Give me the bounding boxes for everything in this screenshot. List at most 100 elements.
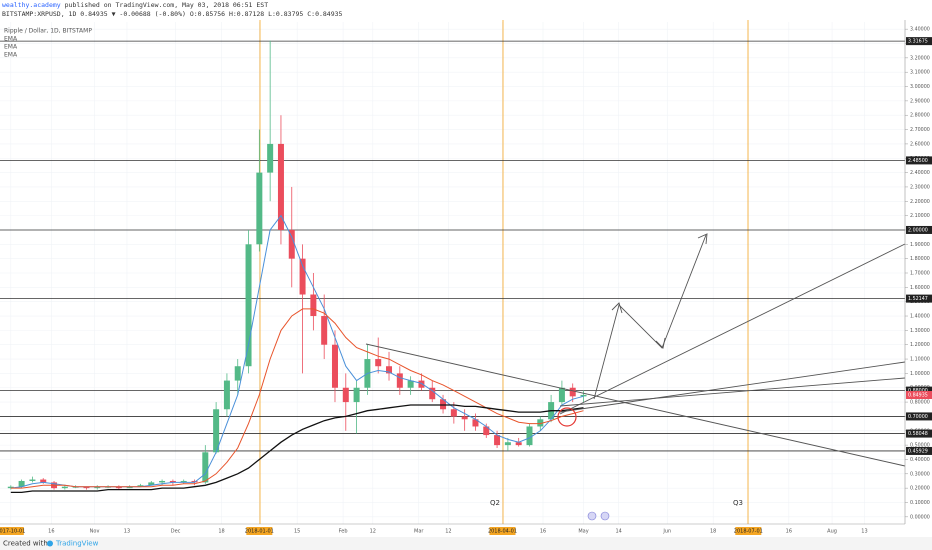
candle-body	[331, 344, 338, 388]
axes: 0.00000 0.10000 0.20000 0.30000 0.40000 0.500…	[0, 27, 932, 535]
projection-arrow	[593, 234, 707, 400]
ema-line	[10, 308, 584, 489]
candle-body	[537, 419, 544, 427]
candle-body	[321, 316, 328, 345]
x-tick-highlight	[246, 527, 273, 535]
candle-body	[234, 366, 241, 381]
y-tick-label: 0.50000	[910, 443, 930, 449]
trend-line	[559, 243, 906, 415]
candle-body	[407, 380, 414, 388]
drawings	[365, 233, 906, 467]
y-tick-label: 2.20000	[910, 199, 930, 205]
y-tick-label: 2.40000	[910, 170, 930, 176]
candle-body	[450, 409, 457, 417]
y-tick-label: 1.30000	[910, 328, 930, 334]
candle-body	[580, 394, 587, 397]
last-price-label: 0.84935	[908, 393, 928, 399]
candle-body	[256, 172, 263, 245]
legend-title: Ripple / Dollar, 1D, BITSTAMP	[4, 28, 92, 35]
y-tick-label: 1.70000	[910, 271, 930, 277]
candle-body	[504, 442, 511, 446]
candle-body	[267, 143, 274, 173]
y-tick-label: 0.80000	[910, 400, 930, 406]
annotation: Q2	[490, 499, 500, 507]
y-tick-label: 3.20000	[910, 55, 930, 61]
candle-body	[148, 482, 155, 486]
y-tick-label: 2.60000	[910, 141, 930, 147]
y-tick-label: 0.20000	[910, 486, 930, 492]
y-tick-label: 3.10000	[910, 70, 930, 76]
y-tick-label: 2.30000	[910, 184, 930, 190]
candle-body	[115, 486, 122, 489]
candle-body	[277, 143, 284, 230]
candle-body	[472, 419, 479, 427]
x-tick-label: 2018-04-01	[488, 529, 517, 535]
x-tick-label: 2018-07-01	[734, 529, 763, 535]
x-tick-label: 15	[294, 529, 300, 535]
x-tick-label: Dec	[171, 529, 181, 535]
candle-body	[202, 452, 209, 483]
candle-body	[7, 486, 14, 489]
candle-body	[375, 359, 382, 367]
candle-body	[83, 486, 90, 489]
legend-entry: EMA	[4, 52, 18, 59]
y-tick-label: 2.80000	[910, 113, 930, 119]
x-tick-label: 12	[445, 529, 451, 535]
y-tick-label: 1.00000	[910, 371, 930, 377]
candle-body	[396, 373, 403, 388]
candle-body	[126, 486, 133, 489]
candle-body	[245, 244, 252, 367]
x-tick-highlight	[735, 527, 762, 535]
x-tick-label: 16	[786, 529, 792, 535]
y-tick-label: 1.80000	[910, 256, 930, 262]
x-tick-label: Mar	[414, 529, 424, 535]
last-price-box	[906, 391, 932, 400]
x-tick-label: Jun	[662, 529, 671, 535]
candle-body	[191, 480, 198, 483]
x-tick-label: 18	[710, 529, 716, 535]
price-label-box	[906, 446, 932, 455]
price-label-box	[906, 412, 932, 421]
price-label-box	[906, 294, 932, 303]
price-label-box	[906, 429, 932, 438]
legend-entry: EMA	[4, 44, 18, 51]
symbol-info: BITSTAMP:XRPUSD, 1D 0.84935 ▼ -0.00688 (…	[2, 10, 343, 18]
y-tick-label: 2.70000	[910, 127, 930, 133]
y-tick-label: 1.90000	[910, 242, 930, 248]
x-tick-label: Nov	[90, 529, 100, 535]
y-tick-label: 1.10000	[910, 357, 930, 363]
y-tick-label: 1.40000	[910, 314, 930, 320]
x-tick-label: 14	[615, 529, 621, 535]
arrow-head	[655, 337, 666, 349]
event-icon[interactable]	[587, 511, 597, 521]
brand-logo	[47, 540, 53, 547]
trend-line	[559, 377, 906, 407]
x-tick-label: 18	[218, 529, 224, 535]
x-tick-label: 2017-10-01	[0, 529, 25, 535]
y-tick-label: 1.20000	[910, 342, 930, 348]
author[interactable]: wealthy.academy	[2, 1, 61, 9]
x-tick-label: 13	[861, 529, 867, 535]
published: published on TradingView.com, May 03, 20…	[65, 1, 269, 9]
candle-body	[180, 480, 187, 483]
candle-body	[310, 294, 317, 317]
event-icon[interactable]	[600, 511, 610, 521]
candle-body	[299, 258, 306, 295]
candle-body	[94, 486, 101, 489]
candle-body	[213, 409, 220, 453]
x-tick-highlight	[489, 527, 516, 535]
candle-body	[483, 426, 490, 436]
trend-line	[559, 361, 906, 413]
ema-line	[10, 404, 584, 494]
y-tick-label: 3.00000	[910, 84, 930, 90]
candle-body	[29, 479, 36, 481]
candle-body	[569, 387, 576, 397]
x-tick-label: 2018-01-01	[245, 529, 274, 535]
candle-body	[515, 442, 522, 446]
candle-body	[40, 479, 47, 483]
footer-brand[interactable]: TradingView	[55, 540, 99, 548]
